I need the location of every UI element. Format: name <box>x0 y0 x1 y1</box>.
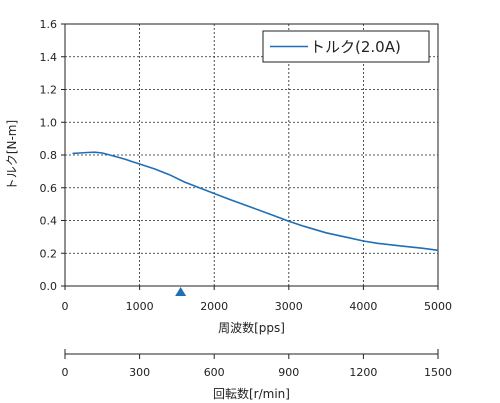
x2-tick-label: 0 <box>62 366 69 379</box>
x-tick-label: 4000 <box>349 300 377 313</box>
x2-tick-label: 1500 <box>424 366 452 379</box>
legend: トルク(2.0A) <box>262 30 430 63</box>
y-tick-label: 0.6 <box>40 182 58 195</box>
x2-tick-label: 1200 <box>349 366 377 379</box>
speed-marker-triangle <box>175 287 187 296</box>
x2-tick-label: 300 <box>129 366 150 379</box>
secondary-x-axis: 0 300 600 900 1200 1500 <box>62 349 452 379</box>
x-tick-label: 5000 <box>424 300 452 313</box>
x-axis-ticks: 0 1000 2000 3000 4000 5000 <box>62 286 452 313</box>
y-tick-label: 1.2 <box>40 84 58 97</box>
y-axis-label: トルク[N-m] <box>5 120 19 190</box>
x-tick-label: 3000 <box>275 300 303 313</box>
y-tick-label: 1.0 <box>40 116 58 129</box>
y-axis-ticks: 0.0 0.2 0.4 0.6 0.8 1.0 1.2 1.4 1.6 <box>40 18 65 293</box>
x-axis-label: 周波数[pps] <box>218 320 285 335</box>
x-tick-label: 0 <box>62 300 69 313</box>
x-tick-label: 2000 <box>200 300 228 313</box>
series-layer <box>72 151 439 252</box>
y-tick-label: 0.8 <box>40 149 58 162</box>
legend-label: トルク(2.0A) <box>310 38 401 56</box>
series-line-0 <box>72 151 439 252</box>
x2-tick-label: 600 <box>204 366 225 379</box>
y-tick-label: 1.4 <box>40 51 58 64</box>
y-tick-label: 1.6 <box>40 18 58 31</box>
y-tick-label: 0.2 <box>40 247 58 260</box>
x2-tick-label: 900 <box>278 366 299 379</box>
y-tick-label: 0.4 <box>40 215 58 228</box>
secondary-x-axis-label: 回転数[r/min] <box>213 386 290 401</box>
x-tick-label: 1000 <box>126 300 154 313</box>
y-tick-label: 0.0 <box>40 280 58 293</box>
grid-lines <box>65 24 438 286</box>
